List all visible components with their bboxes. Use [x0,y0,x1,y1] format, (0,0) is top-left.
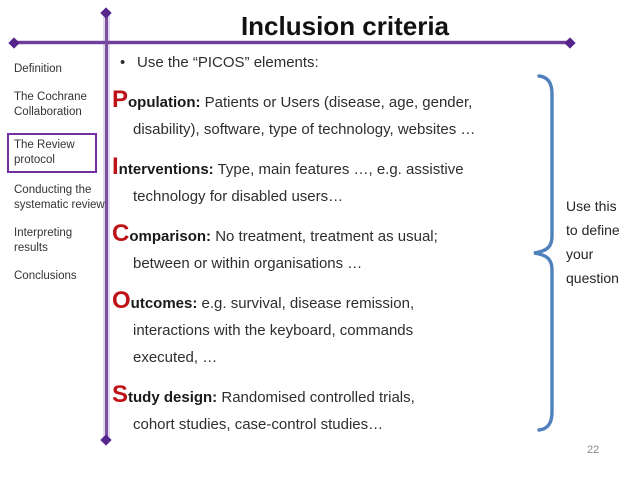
picos-text: e.g. survival, disease remission, [201,295,415,312]
brace-callout-text: Use this to define your question [566,198,620,286]
diamond-endpoint-icon [100,434,112,446]
picos-text-continued: cohort studies, case-control studies… [133,416,384,433]
slide-body: • Use the “PICOS” elements: Population: P… [112,52,562,448]
curly-brace-icon [533,74,554,432]
picos-initial-letter: P [112,86,129,113]
sidebar-item-review-protocol-current: The Review protocol [7,133,97,173]
sidebar-item-conducting-review: Conducting the systematic review [14,184,105,211]
picos-heading: nterventions: [118,161,214,178]
picos-text-continued: technology for disabled users… [133,188,344,205]
picos-text: Randomised controlled trials, [221,389,415,406]
picos-item-population: Population: Patients or Users (disease, … [112,86,562,143]
picos-initial-letter: C [112,220,130,247]
slide-title: Inclusion criteria [240,11,450,41]
bullet-dot-icon: • [120,54,126,71]
picos-heading: utcomes: [130,295,198,312]
picos-initial-letter: S [112,381,129,408]
bullet-text: Use the “PICOS” elements: [137,54,319,71]
bullet-line: • Use the “PICOS” elements: [120,52,562,73]
picos-item-study-design: Study design: Randomised controlled tria… [112,381,562,438]
picos-item-comparison: Comparison: No treatment, treatment as u… [112,220,562,277]
picos-heading: opulation: [128,94,201,111]
picos-text: Type, main features …, e.g. assistive [217,161,464,178]
diamond-endpoint-icon [8,37,20,49]
picos-text: Patients or Users (disease, age, gender, [204,94,473,111]
picos-initial-letter: O [112,287,131,314]
slide-page-number: 22 [587,444,600,456]
picos-heading: tudy design: [128,389,218,406]
sidebar-item-conclusions: Conclusions [14,270,77,282]
picos-text-continued: executed, … [133,349,218,366]
picos-item-interventions: Interventions: Type, main features …, e.… [112,153,562,210]
sidebar-item-interpreting-results: Interpreting results [14,227,73,254]
picos-heading: omparison: [129,228,212,245]
picos-item-outcomes: Outcomes: e.g. survival, disease remissi… [112,287,562,371]
vertical-divider-line [105,12,108,440]
sidebar-item-definition: Definition [14,63,62,75]
picos-text-continued: interactions with the keyboard, commands [133,322,414,339]
picos-text-continued: between or within organisations … [133,255,363,272]
picos-initial-letter: I [112,153,119,180]
picos-text-continued: disability), software, type of technolog… [133,121,476,138]
sidebar-item-cochrane-collaboration: The Cochrane Collaboration [14,91,87,118]
agenda-sidebar: Definition The Cochrane Collaboration Th… [7,62,106,297]
horizontal-divider-line [13,41,571,44]
picos-text: No treatment, treatment as usual; [215,228,438,245]
